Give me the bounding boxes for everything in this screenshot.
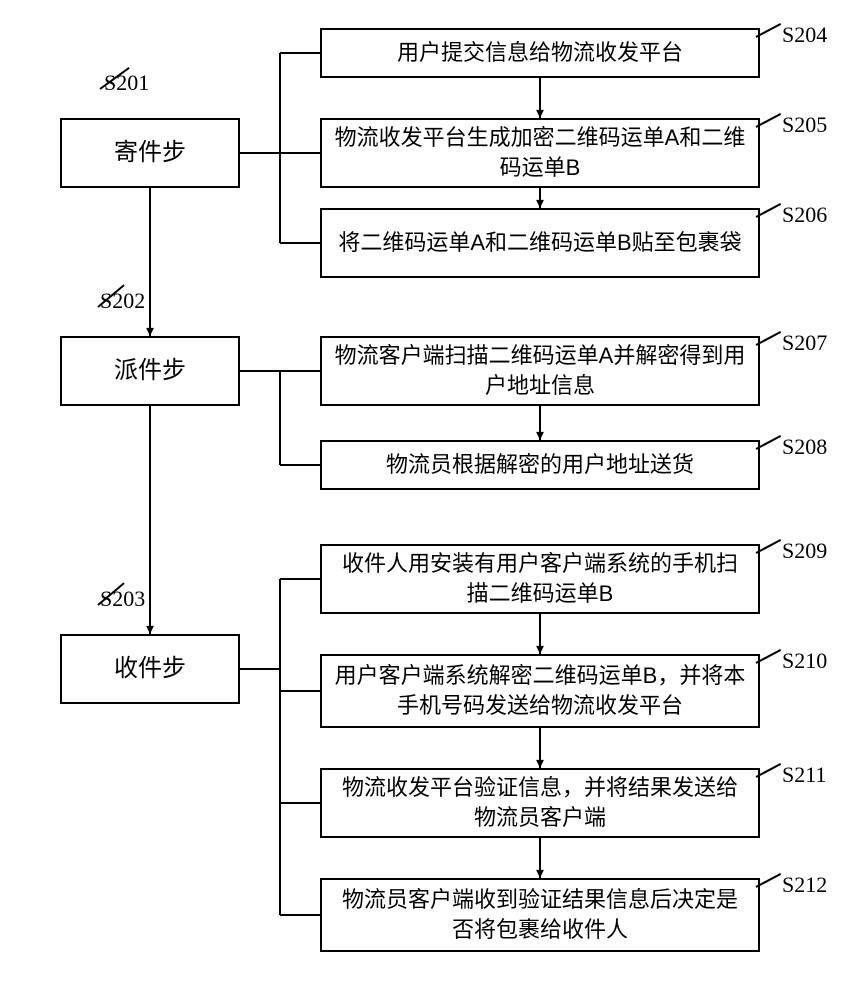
flowchart-canvas: 寄件步S201派件步S202收件步S203用户提交信息给物流收发平台S204物流… — [0, 0, 865, 1000]
bridge-branch-S203-S212 — [276, 911, 324, 919]
bridge-branch-S201-S205 — [276, 149, 324, 157]
bridge-branch-S201-S206 — [276, 239, 324, 247]
arrow-right-S204-S205 — [528, 66, 552, 130]
bridge-branch-S203-S211 — [276, 799, 324, 807]
arrow-right-S211-S212 — [528, 826, 552, 890]
bridge-bus-S202 — [276, 367, 284, 469]
label-S206: S206 — [782, 202, 827, 228]
label-S207: S207 — [782, 330, 827, 356]
bridge-branch-S203-S210 — [276, 687, 324, 695]
bridge-bus-S201 — [276, 49, 284, 247]
label-S212: S212 — [782, 872, 827, 898]
label-S205: S205 — [782, 112, 827, 138]
bridge-branch-S202-S208 — [276, 461, 324, 469]
arrow-left-S202-S203 — [138, 394, 162, 646]
arrow-right-S210-S211 — [528, 716, 552, 780]
bridge-branch-S201-S204 — [276, 49, 324, 57]
bridge-bus-S203 — [276, 575, 284, 919]
arrow-right-S207-S208 — [528, 394, 552, 452]
label-S211: S211 — [782, 762, 826, 788]
arrow-left-S201-S202 — [138, 176, 162, 348]
arrow-right-S205-S206 — [528, 176, 552, 220]
label-S209: S209 — [782, 538, 827, 564]
arrow-right-S209-S210 — [528, 602, 552, 666]
label-S210: S210 — [782, 648, 827, 674]
label-S204: S204 — [782, 22, 827, 48]
bridge-branch-S202-S207 — [276, 367, 324, 375]
label-S201: S201 — [104, 70, 149, 96]
bridge-branch-S203-S209 — [276, 575, 324, 583]
label-S208: S208 — [782, 434, 827, 460]
